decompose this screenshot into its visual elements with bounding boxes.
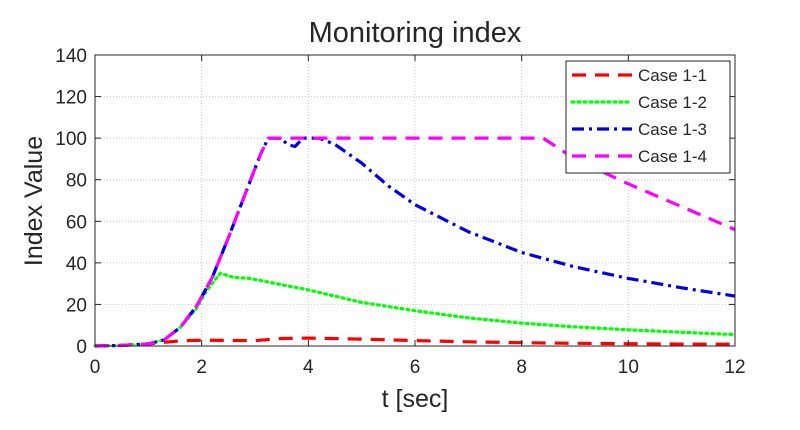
x-axis-label: t [sec]: [382, 385, 449, 413]
x-tick-label: 8: [516, 357, 527, 378]
legend-label-4: Case 1-4: [638, 147, 707, 166]
legend-label-3: Case 1-3: [638, 120, 707, 139]
x-tick-label: 4: [303, 357, 314, 378]
x-tick-label: 6: [410, 357, 421, 378]
y-axis-label: Index Value: [20, 136, 48, 266]
legend-label-1: Case 1-1: [638, 66, 707, 85]
y-tick-label: 100: [55, 129, 87, 150]
x-tick-label: 0: [90, 357, 101, 378]
x-tick-label: 10: [618, 357, 639, 378]
y-tick-label: 20: [66, 295, 87, 316]
y-tick-label: 0: [76, 337, 87, 358]
y-tick-label: 80: [66, 171, 87, 192]
y-tick-label: 140: [55, 46, 87, 67]
series-line-1: [94, 336, 736, 348]
legend-label-2: Case 1-2: [638, 93, 707, 112]
y-tick-label: 60: [66, 212, 87, 233]
x-tick-label: 2: [196, 357, 207, 378]
legend-box: [565, 60, 731, 174]
x-tick-label: 12: [724, 357, 745, 378]
y-tick-label: 40: [66, 254, 87, 275]
y-tick-label: 120: [55, 88, 87, 109]
chart-title: Monitoring index: [309, 17, 522, 49]
legend: Case 1-1 Case 1-2 Case 1-3 Case 1-4: [565, 60, 731, 174]
